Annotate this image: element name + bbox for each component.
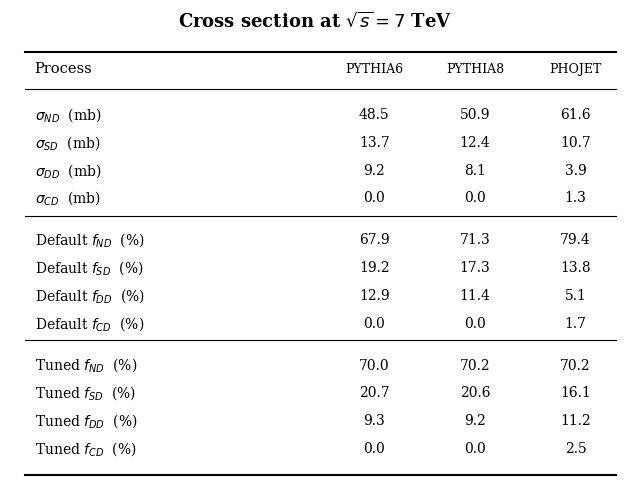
Text: 70.0: 70.0 bbox=[359, 359, 389, 372]
Text: 48.5: 48.5 bbox=[359, 108, 389, 122]
Text: 8.1: 8.1 bbox=[464, 164, 486, 178]
Text: 1.3: 1.3 bbox=[565, 191, 586, 205]
Text: $\sigma_{ND}$  (mb): $\sigma_{ND}$ (mb) bbox=[35, 106, 101, 124]
Text: 3.9: 3.9 bbox=[565, 164, 586, 178]
Text: PYTHIA8: PYTHIA8 bbox=[446, 63, 504, 76]
Text: Tuned $f_{SD}$  (%): Tuned $f_{SD}$ (%) bbox=[35, 384, 136, 402]
Text: PYTHIA6: PYTHIA6 bbox=[345, 63, 403, 76]
Text: Default $f_{CD}$  (%): Default $f_{CD}$ (%) bbox=[35, 315, 144, 333]
Text: 0.0: 0.0 bbox=[364, 191, 385, 205]
Text: 71.3: 71.3 bbox=[460, 233, 490, 247]
Text: 50.9: 50.9 bbox=[460, 108, 490, 122]
Text: 67.9: 67.9 bbox=[359, 233, 389, 247]
Text: Default $f_{DD}$  (%): Default $f_{DD}$ (%) bbox=[35, 287, 145, 305]
Text: 79.4: 79.4 bbox=[560, 233, 591, 247]
Text: 0.0: 0.0 bbox=[464, 191, 486, 205]
Text: 0.0: 0.0 bbox=[364, 317, 385, 331]
Text: 9.2: 9.2 bbox=[464, 414, 486, 428]
Text: Tuned $f_{ND}$  (%): Tuned $f_{ND}$ (%) bbox=[35, 357, 137, 374]
Text: 10.7: 10.7 bbox=[560, 136, 591, 150]
Text: 11.4: 11.4 bbox=[459, 289, 491, 303]
Text: 19.2: 19.2 bbox=[359, 261, 389, 275]
Text: $\sigma_{DD}$  (mb): $\sigma_{DD}$ (mb) bbox=[35, 162, 101, 180]
Text: Tuned $f_{DD}$  (%): Tuned $f_{DD}$ (%) bbox=[35, 412, 137, 430]
Text: 0.0: 0.0 bbox=[464, 317, 486, 331]
Text: 17.3: 17.3 bbox=[460, 261, 490, 275]
Text: Default $f_{ND}$  (%): Default $f_{ND}$ (%) bbox=[35, 231, 145, 249]
Text: 70.2: 70.2 bbox=[560, 359, 591, 372]
Text: Default $f_{SD}$  (%): Default $f_{SD}$ (%) bbox=[35, 259, 143, 277]
Text: 0.0: 0.0 bbox=[364, 442, 385, 456]
Text: Tuned $f_{CD}$  (%): Tuned $f_{CD}$ (%) bbox=[35, 440, 136, 458]
Text: 9.3: 9.3 bbox=[364, 414, 385, 428]
Text: 12.9: 12.9 bbox=[359, 289, 389, 303]
Text: 13.7: 13.7 bbox=[359, 136, 389, 150]
Text: 2.5: 2.5 bbox=[565, 442, 586, 456]
Text: Cross section at $\sqrt{s} = 7$ TeV: Cross section at $\sqrt{s} = 7$ TeV bbox=[177, 11, 452, 30]
Text: 20.6: 20.6 bbox=[460, 386, 490, 400]
Text: 0.0: 0.0 bbox=[464, 442, 486, 456]
Text: 20.7: 20.7 bbox=[359, 386, 389, 400]
Text: Process: Process bbox=[35, 62, 92, 76]
Text: 70.2: 70.2 bbox=[460, 359, 490, 372]
Text: 5.1: 5.1 bbox=[565, 289, 586, 303]
Text: 13.8: 13.8 bbox=[560, 261, 591, 275]
Text: $\sigma_{CD}$  (mb): $\sigma_{CD}$ (mb) bbox=[35, 189, 101, 207]
Text: $\sigma_{SD}$  (mb): $\sigma_{SD}$ (mb) bbox=[35, 134, 100, 152]
Text: 1.7: 1.7 bbox=[565, 317, 586, 331]
Text: 11.2: 11.2 bbox=[560, 414, 591, 428]
Text: 16.1: 16.1 bbox=[560, 386, 591, 400]
Text: 61.6: 61.6 bbox=[560, 108, 591, 122]
Text: 12.4: 12.4 bbox=[460, 136, 490, 150]
Text: 9.2: 9.2 bbox=[364, 164, 385, 178]
Text: PHOJET: PHOJET bbox=[549, 63, 602, 76]
